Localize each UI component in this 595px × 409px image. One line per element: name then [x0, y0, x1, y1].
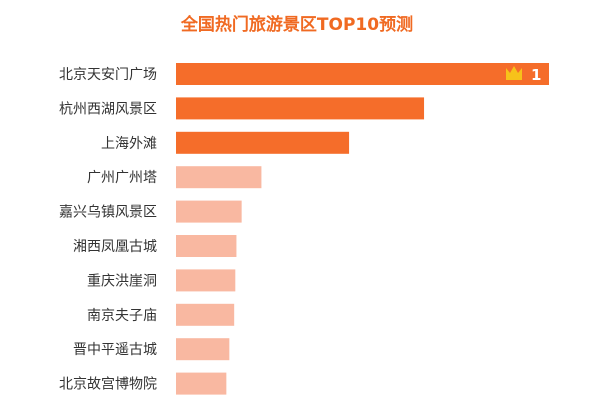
- bar: [176, 235, 237, 257]
- bar: [176, 269, 236, 292]
- bar: [176, 303, 235, 326]
- category-label: 杭州西湖风景区: [59, 101, 157, 117]
- bar: [176, 97, 425, 120]
- top-rank-label: 1: [531, 66, 541, 84]
- bar: [176, 63, 549, 85]
- bar: [176, 131, 350, 154]
- chart-title: 全国热门旅游景区TOP10预测: [180, 14, 413, 35]
- category-label: 重庆洪崖洞: [87, 273, 157, 289]
- category-label: 嘉兴乌镇风景区: [59, 205, 157, 221]
- category-label: 上海外滩: [101, 136, 157, 152]
- category-label: 广州广州塔: [87, 170, 157, 186]
- category-label: 北京故宫博物院: [59, 376, 157, 393]
- bar: [176, 166, 262, 189]
- category-label: 晋中平遥古城: [73, 342, 157, 358]
- bar: [176, 200, 242, 223]
- category-label: 湘西凤凰古城: [73, 239, 157, 255]
- bar: [176, 338, 230, 361]
- bars-layer: 北京天安门广场杭州西湖风景区上海外滩广州广州塔嘉兴乌镇风景区湘西凤凰古城重庆洪崖…: [59, 63, 549, 395]
- category-label: 南京夫子庙: [87, 308, 157, 324]
- category-label: 北京天安门广场: [59, 67, 157, 83]
- crown-icon: [506, 66, 522, 80]
- bar: [176, 372, 227, 395]
